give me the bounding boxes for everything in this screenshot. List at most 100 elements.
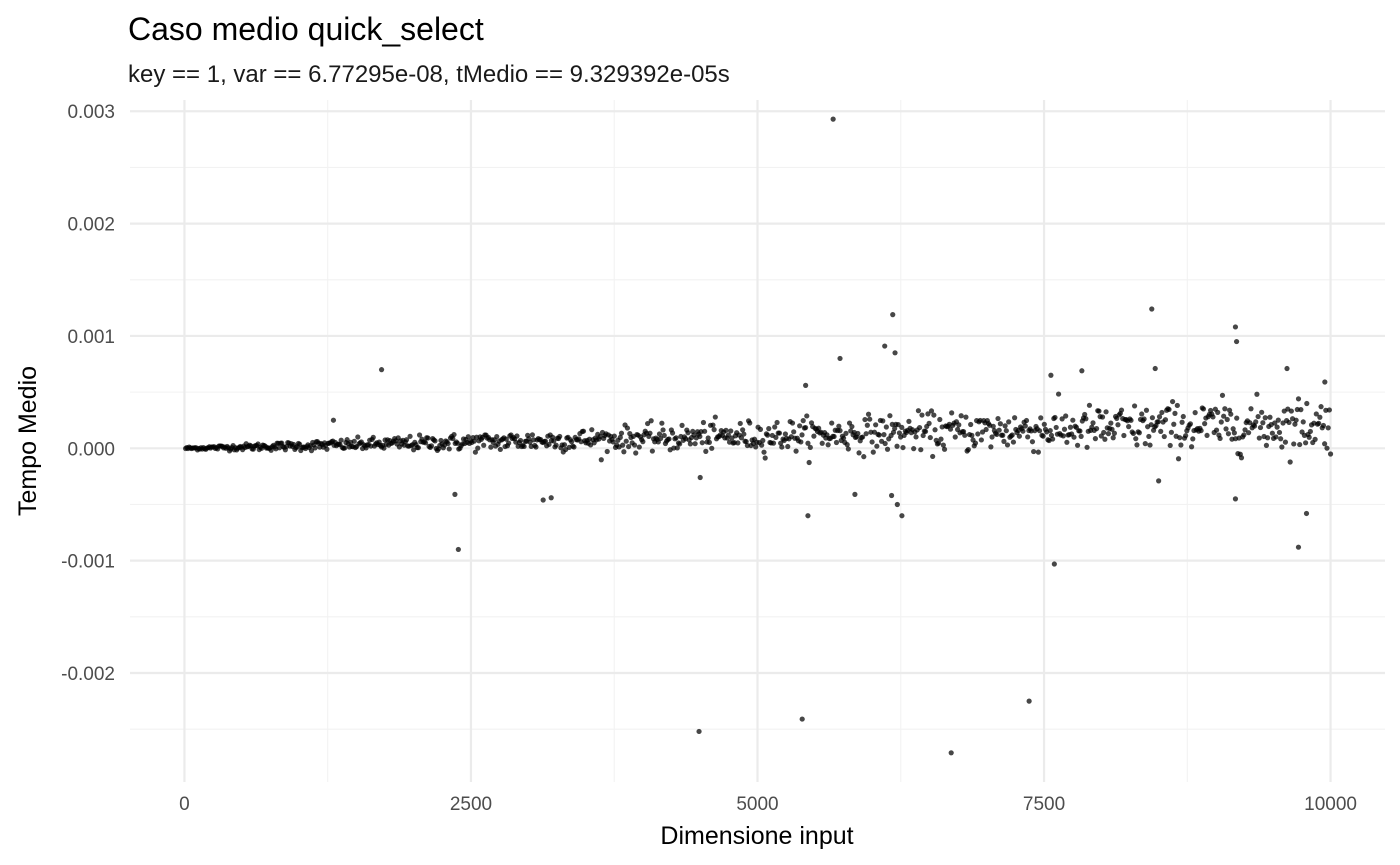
data-point — [863, 431, 869, 437]
data-point — [568, 439, 575, 445]
data-point — [782, 431, 788, 437]
data-point — [548, 495, 554, 501]
data-point — [415, 445, 421, 451]
data-point — [378, 367, 385, 373]
data-point — [816, 425, 822, 431]
data-point — [1179, 419, 1185, 425]
data-point — [312, 445, 318, 451]
data-point — [687, 441, 693, 447]
y-axis-title: Tempo Medio — [14, 366, 42, 516]
data-point — [975, 431, 981, 437]
data-point — [735, 440, 741, 446]
data-point — [949, 410, 955, 416]
data-point — [737, 420, 743, 427]
data-point — [1047, 427, 1053, 434]
data-point — [1077, 428, 1083, 434]
data-point — [873, 422, 879, 428]
data-point — [1131, 403, 1138, 409]
data-point — [906, 418, 912, 424]
data-point — [1031, 448, 1037, 455]
data-point — [1254, 391, 1260, 397]
data-point — [1322, 441, 1328, 447]
data-point — [685, 430, 691, 436]
chart-title: Caso medio quick_select — [128, 11, 484, 47]
data-point — [553, 442, 559, 448]
data-point — [1231, 430, 1237, 436]
data-point — [995, 415, 1001, 422]
data-point — [740, 427, 746, 433]
data-point — [1204, 432, 1210, 439]
data-point — [836, 423, 842, 429]
y-tick-label: -0.002 — [61, 664, 115, 685]
data-point — [1318, 404, 1324, 410]
data-point — [1158, 428, 1164, 434]
data-points — [182, 116, 1334, 756]
data-point — [1177, 435, 1183, 441]
data-point — [1048, 372, 1054, 378]
data-point — [825, 442, 831, 448]
data-point — [624, 425, 631, 431]
data-point — [1133, 436, 1139, 442]
data-point — [837, 428, 843, 434]
data-point — [1263, 442, 1270, 448]
data-point — [669, 430, 676, 436]
data-point — [452, 491, 458, 497]
data-point — [919, 412, 925, 418]
data-point — [900, 444, 906, 451]
data-point — [645, 420, 651, 427]
data-point — [308, 448, 315, 454]
data-point — [760, 437, 766, 444]
data-point — [330, 417, 337, 423]
data-point — [881, 432, 887, 438]
data-point — [937, 416, 943, 423]
data-point — [918, 447, 924, 453]
data-point — [1303, 510, 1310, 517]
data-point — [762, 455, 768, 461]
data-point — [799, 432, 805, 438]
data-point — [1090, 420, 1096, 426]
data-point — [994, 431, 1000, 438]
data-point — [753, 444, 759, 450]
data-point — [807, 444, 813, 451]
data-point — [1130, 430, 1136, 437]
data-point — [1288, 408, 1294, 414]
data-point — [696, 728, 702, 735]
data-point — [761, 449, 767, 455]
data-point — [1149, 415, 1155, 421]
data-point — [521, 443, 527, 450]
data-point — [1147, 442, 1153, 448]
data-point — [1242, 427, 1248, 433]
data-point — [1022, 423, 1028, 429]
data-point — [1040, 433, 1046, 439]
data-point — [1064, 439, 1070, 445]
data-point — [988, 444, 994, 450]
data-point — [416, 432, 423, 438]
data-point — [1251, 423, 1258, 429]
data-point — [1178, 442, 1184, 448]
data-point — [1215, 409, 1221, 415]
data-point — [867, 416, 873, 422]
data-point — [1238, 455, 1245, 461]
data-point — [1174, 402, 1180, 409]
data-point — [471, 438, 477, 444]
data-point — [679, 422, 685, 428]
data-point — [1324, 445, 1330, 451]
data-point — [862, 416, 868, 423]
data-point — [546, 441, 552, 448]
data-point — [623, 438, 629, 444]
data-point — [741, 431, 747, 437]
data-point — [738, 435, 745, 441]
chart-subtitle: key == 1, var == 6.77295e-08, tMedio == … — [128, 61, 730, 88]
data-point — [917, 424, 923, 431]
data-point — [723, 427, 729, 433]
data-point — [1253, 419, 1259, 425]
data-point — [649, 448, 655, 454]
data-point — [1050, 436, 1056, 442]
data-point — [876, 432, 882, 438]
data-point — [533, 444, 539, 450]
data-point — [725, 432, 731, 438]
data-point — [997, 421, 1003, 427]
data-point — [922, 428, 929, 435]
data-point — [1083, 416, 1089, 422]
data-point — [403, 437, 410, 443]
